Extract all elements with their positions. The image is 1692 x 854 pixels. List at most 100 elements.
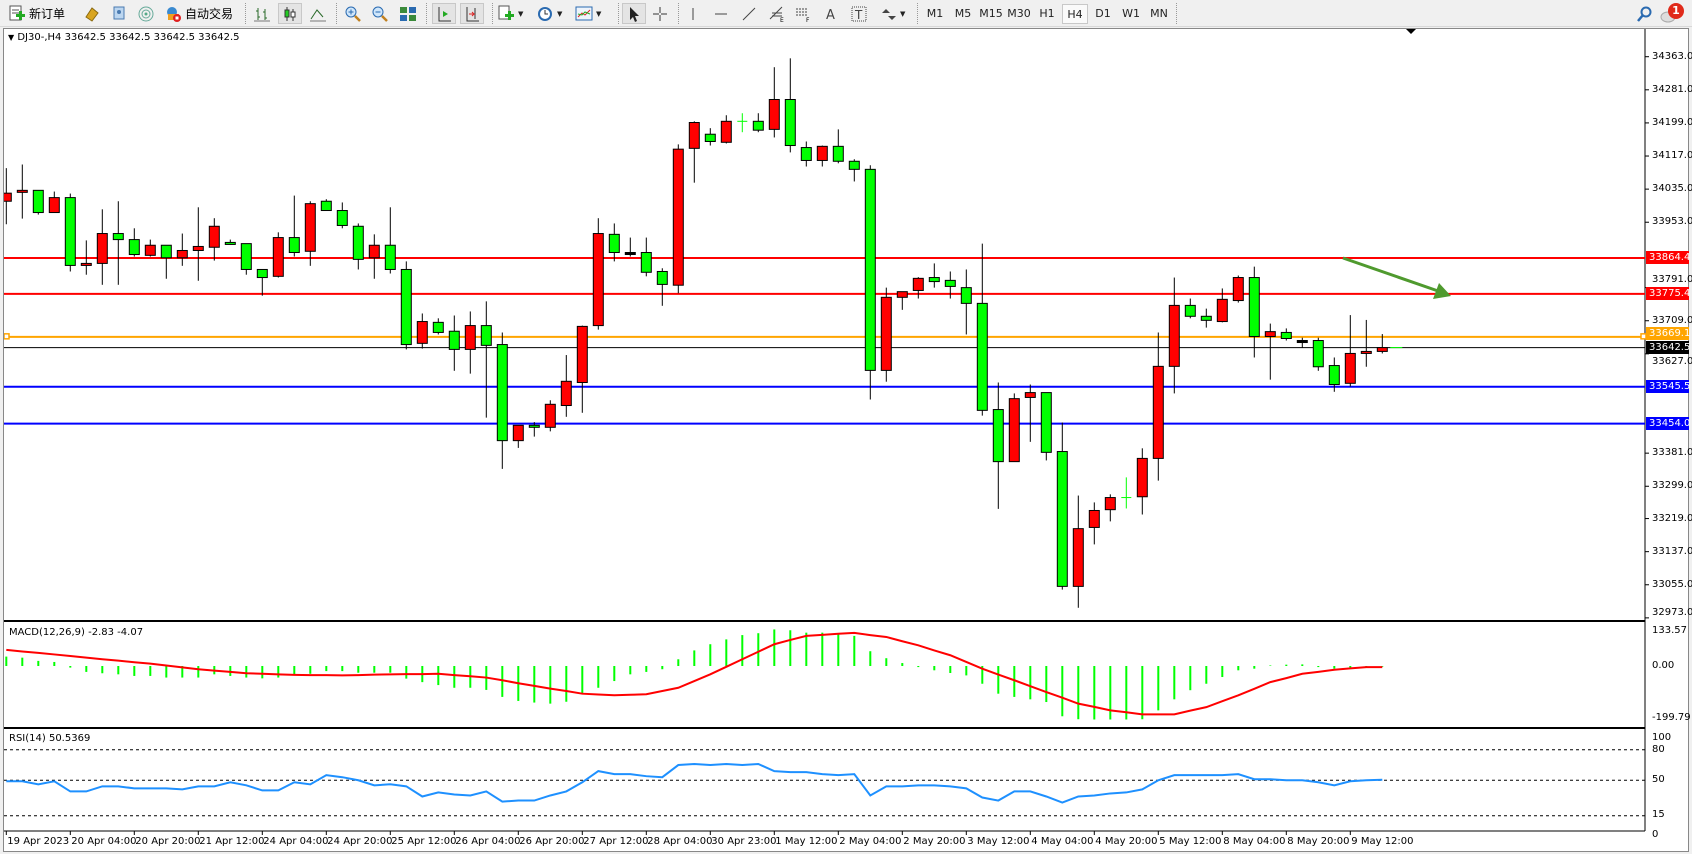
signals-button[interactable] <box>137 3 155 24</box>
time-axis-label: 24 Apr 20:00 <box>327 836 393 847</box>
templates-button[interactable]: ▼ <box>497 3 523 24</box>
candle-bull <box>1024 392 1036 398</box>
rsi-axis-label: 15 <box>1652 808 1665 820</box>
navigator-icon <box>113 6 125 19</box>
candle-bull <box>192 245 204 251</box>
time-axis-label: 2 May 04:00 <box>839 836 902 847</box>
arrows-button[interactable]: ▼ <box>879 3 905 24</box>
timeframe-h4[interactable]: H4 <box>1062 4 1088 24</box>
collapse-triangle-icon[interactable]: ▼ <box>8 33 15 42</box>
timeframe-m30[interactable]: M30 <box>1007 7 1031 20</box>
auto-scroll-button[interactable] <box>460 3 484 24</box>
vertical-line-button[interactable] <box>684 3 702 24</box>
timeframe-d1[interactable]: D1 <box>1095 7 1111 20</box>
candle-bull <box>1264 331 1276 337</box>
timeframe-h1[interactable]: H1 <box>1039 7 1055 20</box>
candle-bull <box>720 120 732 143</box>
toolbar-separator <box>1176 3 1177 24</box>
rsi-axis-label: 0 <box>1652 829 1659 840</box>
chart-canvas[interactable] <box>4 29 1690 853</box>
macd-axis-label: -199.79 <box>1652 712 1691 723</box>
market-watch-button[interactable] <box>83 3 101 24</box>
toolbar-separator <box>678 3 679 24</box>
search-button[interactable] <box>1635 3 1653 24</box>
level-handle[interactable] <box>4 333 10 340</box>
time-axis-label: 30 Apr 23:00 <box>711 836 777 847</box>
candle-bear <box>448 330 460 350</box>
candle-bear <box>320 200 332 212</box>
candle-bear <box>160 244 172 259</box>
text-label-button[interactable]: T <box>850 3 868 24</box>
price-axis-label: 33299.0 <box>1652 480 1692 492</box>
trend-arrow-head-icon[interactable] <box>1433 283 1451 299</box>
rsi-label: RSI(14) 50.5369 <box>9 733 91 744</box>
chart-shift-marker-icon[interactable] <box>1406 29 1416 34</box>
rsi-axis-label: 80 <box>1652 743 1665 755</box>
toolbar: 新订单 自动交易 ▼ ▼ ▼ E F A T ▼ M1 M5 M15 M30 H1 H4 D… <box>0 0 1692 27</box>
svg-text:T: T <box>854 8 863 22</box>
timeframe-m5[interactable]: M5 <box>954 7 972 20</box>
candle-bull <box>912 277 924 291</box>
price-axis-label: 33709.0 <box>1652 314 1692 326</box>
candle-bull <box>1168 304 1180 367</box>
price-axis-label: 33381.0 <box>1652 447 1692 459</box>
time-axis-label: 5 May 12:00 <box>1159 836 1222 847</box>
price-axis-label: 33137.0 <box>1652 545 1692 557</box>
candle-bear <box>656 270 668 285</box>
price-axis-label: 33055.0 <box>1652 578 1692 590</box>
crosshair-button[interactable] <box>651 3 669 24</box>
cursor-icon <box>630 6 639 22</box>
time-axis-label: 28 Apr 04:00 <box>647 836 713 847</box>
trendline-icon <box>742 7 756 20</box>
candle-bear <box>624 252 636 256</box>
new-order-button[interactable]: 新订单 <box>8 3 65 24</box>
auto-trading-button[interactable]: 自动交易 <box>164 3 233 24</box>
candlestick-button[interactable] <box>278 3 302 24</box>
tile-windows-button[interactable] <box>399 3 417 24</box>
candle-bear <box>1248 277 1260 337</box>
candle-bear <box>976 302 988 411</box>
chart-window[interactable]: ▼ DJ30-,H4 33642.5 33642.5 33642.5 33642… <box>3 28 1692 853</box>
navigator-button[interactable] <box>110 3 128 24</box>
candle-bull <box>1376 347 1388 352</box>
horizontal-line-button[interactable] <box>712 3 730 24</box>
trend-arrow-line[interactable] <box>1342 256 1442 294</box>
text-button[interactable]: A <box>822 3 840 24</box>
candle-bull <box>144 244 156 256</box>
timeframe-m15[interactable]: M15 <box>979 7 1003 20</box>
chart-shift-button[interactable] <box>432 3 456 24</box>
timeframe-m1[interactable]: M1 <box>926 7 944 20</box>
trendline-button[interactable] <box>740 3 758 24</box>
price-axis-label: 34281.0 <box>1652 83 1692 95</box>
indicators-button[interactable]: ▼ <box>575 3 601 24</box>
fibo-channel-button[interactable]: F <box>794 3 812 24</box>
price-axis-label: 33219.0 <box>1652 512 1692 524</box>
line-chart-button[interactable] <box>309 3 327 24</box>
fibonacci-icon: E <box>769 6 784 23</box>
price-level-tag: 33669.1 <box>1646 327 1690 340</box>
bar-chart-button[interactable] <box>253 3 271 24</box>
time-axis-label: 8 May 04:00 <box>1223 836 1286 847</box>
time-axis-label: 25 Apr 12:00 <box>391 836 457 847</box>
new-order-label: 新订单 <box>29 7 66 21</box>
periods-button[interactable]: ▼ <box>536 3 562 24</box>
timeframe-mn[interactable]: MN <box>1150 7 1168 20</box>
candle-bull <box>1216 298 1228 323</box>
price-level-tag: 33864.4 <box>1646 251 1690 264</box>
time-axis-label: 4 May 20:00 <box>1095 836 1158 847</box>
candle-bull <box>1104 497 1116 511</box>
candle-bear <box>240 243 252 270</box>
zoom-in-button[interactable] <box>344 3 362 24</box>
zoom-out-button[interactable] <box>371 3 389 24</box>
cursor-button[interactable] <box>622 3 646 24</box>
timeframe-w1[interactable]: W1 <box>1122 7 1140 20</box>
rsi-axis-label: 50 <box>1652 774 1665 786</box>
candle-bull <box>96 233 108 264</box>
candle-bull <box>688 122 700 149</box>
toolbar-separator <box>426 3 427 24</box>
fibonacci-button[interactable]: E <box>768 3 786 24</box>
candle-bear <box>832 145 844 162</box>
toolbar-separator <box>618 3 619 24</box>
candle-bull <box>1136 457 1148 498</box>
candle-bull <box>544 403 556 428</box>
